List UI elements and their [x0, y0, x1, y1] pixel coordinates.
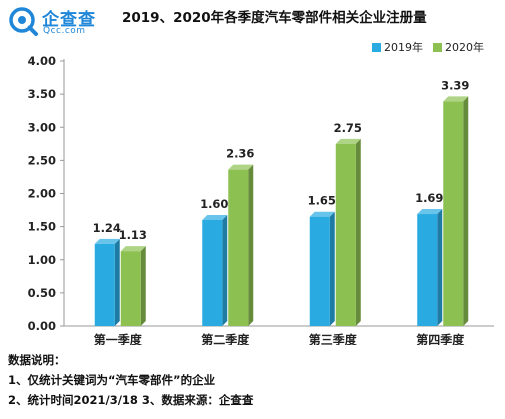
- logo-name-en: Qcc.com: [43, 26, 86, 36]
- data-label: 2.75: [334, 121, 362, 135]
- x-tick-label: 第三季度: [309, 332, 358, 345]
- data-label: 3.39: [441, 78, 469, 92]
- bar-top: [120, 246, 146, 252]
- bar-side: [355, 138, 361, 326]
- bar-side: [437, 209, 443, 326]
- notes-line-1: 1、仅统计关键词为“汽车零部件”的企业: [8, 373, 216, 387]
- data-notes: 数据说明： 1、仅统计关键词为“汽车零部件”的企业 2、统计时间2021/3/1…: [8, 350, 253, 410]
- x-tick-label: 第二季度: [201, 332, 250, 345]
- chart-title: 2019、2020年各季度汽车零部件相关企业注册量: [122, 10, 427, 26]
- legend-label-2020: 2020年: [445, 41, 484, 54]
- legend-item-2020: 2020年: [433, 39, 484, 55]
- y-tick-label: 4.00: [28, 54, 56, 68]
- data-label: 1.13: [119, 228, 147, 242]
- bar: [228, 169, 249, 326]
- bar-chart: 0.00 0.50 1.00 1.50 2.00 2.50 3.00 3.50 4.00 1.24…: [28, 54, 494, 345]
- bar-top: [309, 211, 335, 217]
- legend-swatch-2020: [433, 42, 442, 52]
- bar-top: [228, 164, 254, 170]
- bar-top: [417, 209, 443, 215]
- logo-name-cn: 企查查: [42, 10, 96, 30]
- bar: [443, 101, 464, 326]
- bar: [417, 214, 438, 326]
- data-label: 1.60: [200, 197, 228, 211]
- bar-side: [463, 96, 469, 326]
- chart-legend: 2019年 2020年: [372, 39, 494, 55]
- bar-side: [248, 164, 254, 326]
- data-label: 1.69: [415, 191, 443, 205]
- y-tick-label: 3.50: [28, 87, 56, 101]
- y-tick-label: 2.00: [28, 187, 56, 201]
- bar-side: [222, 215, 228, 326]
- legend-item-2019: 2019年: [372, 39, 423, 55]
- y-tick-label: 1.50: [28, 220, 56, 234]
- data-label: 1.24: [93, 221, 121, 235]
- bar-top: [94, 238, 120, 244]
- y-tick-label: 3.00: [28, 120, 56, 134]
- bar-side: [114, 238, 120, 326]
- notes-line-2: 2、统计时间2021/3/18 3、数据来源：企查查: [8, 393, 254, 407]
- data-label: 1.65: [308, 194, 336, 208]
- magnifier-logo-icon: [9, 7, 38, 36]
- notes-heading: 数据说明：: [8, 353, 66, 367]
- data-label: 2.36: [226, 147, 254, 161]
- bar-side: [140, 246, 146, 326]
- legend-swatch-2019: [372, 42, 381, 52]
- x-tick-label: 第四季度: [416, 332, 465, 345]
- y-tick-label: 0.00: [28, 319, 56, 333]
- bar-top: [335, 138, 361, 144]
- bar: [94, 243, 115, 326]
- bar: [202, 220, 223, 326]
- bar-side: [329, 211, 335, 326]
- y-tick-label: 2.50: [28, 153, 56, 167]
- bar: [309, 216, 330, 326]
- legend-label-2019: 2019年: [384, 41, 423, 54]
- y-tick-label: 0.50: [28, 286, 56, 300]
- x-tick-label: 第一季度: [94, 332, 143, 345]
- bar: [335, 143, 356, 326]
- y-tick-label: 1.00: [28, 253, 56, 267]
- bar-top: [202, 215, 228, 220]
- bar-top: [443, 96, 469, 102]
- brand-logo: 企查查 Qcc.com: [8, 5, 112, 39]
- bar: [120, 251, 141, 326]
